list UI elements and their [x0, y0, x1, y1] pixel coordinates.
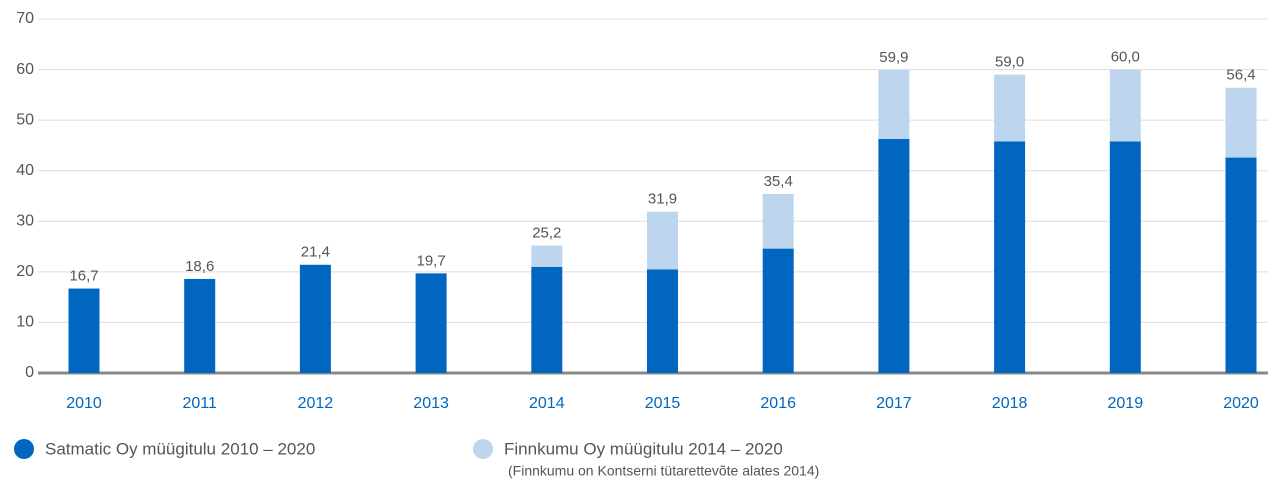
y-tick-label: 70	[16, 10, 34, 27]
x-tick-label: 2020	[1223, 395, 1259, 412]
x-tick-label: 2018	[992, 395, 1028, 412]
bar-segment	[1109, 69, 1141, 142]
x-tick-label: 2016	[760, 395, 796, 412]
total-label: 19,7	[416, 252, 445, 269]
bar-segment	[299, 264, 331, 373]
bar-segment	[994, 141, 1026, 373]
total-label: 25,2	[532, 225, 561, 242]
x-tick-label: 2011	[182, 395, 217, 412]
bar-segment	[762, 193, 794, 249]
total-label: 56,4	[1226, 67, 1255, 84]
bar-segment	[415, 273, 447, 373]
bar-segment	[531, 266, 563, 373]
total-label: 21,4	[301, 244, 330, 261]
y-tick-label: 50	[16, 111, 34, 128]
x-tick-label: 2017	[876, 395, 912, 412]
y-tick-label: 30	[16, 213, 34, 230]
total-label: 31,9	[648, 191, 677, 208]
bar-segment	[878, 138, 910, 373]
y-tick-label: 0	[25, 364, 34, 381]
bar-segment	[647, 269, 678, 373]
x-tick-label: 2014	[529, 395, 565, 412]
bar-segment	[531, 245, 563, 267]
total-label: 59,9	[879, 49, 908, 66]
x-tick-label: 2015	[645, 395, 681, 412]
legend-swatch	[14, 439, 34, 459]
x-tick-label: 2019	[1108, 395, 1144, 412]
bar-segment	[184, 278, 216, 373]
total-label: 35,4	[764, 173, 793, 190]
legend-swatch	[473, 439, 493, 459]
bar-segment	[994, 74, 1026, 142]
bar-segment	[68, 288, 100, 373]
total-label: 59,0	[995, 54, 1024, 71]
y-tick-label: 60	[16, 61, 34, 78]
bar-segment	[1109, 141, 1141, 373]
y-tick-label: 40	[16, 162, 34, 179]
y-tick-label: 20	[16, 263, 34, 280]
bar-segment	[647, 211, 678, 270]
x-tick-label: 2010	[66, 395, 102, 412]
bar-segment	[1225, 87, 1257, 158]
total-label: 60,0	[1111, 49, 1140, 66]
x-tick-label: 2013	[413, 395, 449, 412]
y-tick-label: 10	[16, 314, 34, 331]
x-tick-label: 2012	[298, 395, 334, 412]
total-label: 16,7	[69, 268, 98, 285]
legend-label: Satmatic Oy müügitulu 2010 – 2020	[45, 439, 315, 458]
bar-segment	[878, 70, 910, 139]
bar-segment	[1225, 157, 1257, 373]
bar-segment	[762, 248, 794, 373]
legend-note: (Finnkumu on Kontserni tütarettevõte ala…	[508, 463, 819, 479]
total-label: 18,6	[185, 258, 214, 275]
legend-label: Finnkumu Oy müügitulu 2014 – 2020	[504, 439, 783, 458]
